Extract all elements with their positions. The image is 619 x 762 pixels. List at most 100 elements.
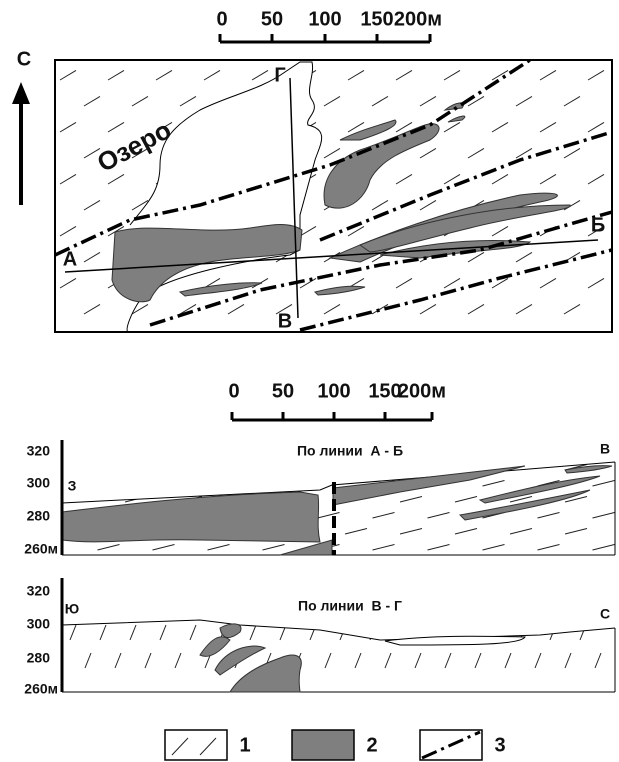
legend-label: 2 xyxy=(366,734,377,756)
y-tick-label: 320 xyxy=(27,443,51,459)
hatch-stroke xyxy=(454,496,478,503)
hatch-stroke xyxy=(372,512,395,519)
hatch-stroke xyxy=(179,464,203,471)
hatch-stroke xyxy=(427,544,450,551)
ore-body xyxy=(178,282,263,297)
hatch-stroke xyxy=(515,95,533,107)
hatch-stroke xyxy=(354,652,362,669)
scale-label: 0 xyxy=(228,380,239,402)
section-end: В xyxy=(600,441,610,457)
hatch-stroke xyxy=(414,652,422,669)
hatch-stroke xyxy=(234,464,258,471)
fault-line xyxy=(55,60,531,257)
scale-label: 200м xyxy=(398,380,446,402)
hatch-stroke xyxy=(131,199,149,211)
lake-fill xyxy=(384,635,526,646)
section-end: Ю xyxy=(65,601,79,617)
hatch-stroke xyxy=(339,624,347,641)
hatch-stroke xyxy=(549,624,557,641)
hatch-stroke xyxy=(515,147,533,159)
section xyxy=(60,578,616,693)
hatch-stroke xyxy=(491,277,509,289)
hatch-stroke xyxy=(395,173,413,185)
hatch-stroke xyxy=(563,303,581,315)
hatch-stroke xyxy=(592,512,615,519)
hatch-stroke xyxy=(579,624,587,641)
y-tick-label: 280 xyxy=(27,650,51,666)
hatch-stroke xyxy=(227,303,245,315)
hatch-stroke xyxy=(317,480,340,487)
hatch-stroke xyxy=(587,173,605,185)
ore-body xyxy=(61,491,321,543)
hatch-stroke xyxy=(467,95,485,107)
hatch-stroke xyxy=(203,69,221,81)
hatch-stroke xyxy=(152,544,175,551)
hatch-stroke xyxy=(587,277,605,289)
hatch-stroke xyxy=(155,69,173,81)
hatch-stroke xyxy=(107,121,125,133)
ore-body xyxy=(314,285,366,296)
hatch-stroke xyxy=(344,528,368,535)
hatch-stroke xyxy=(482,544,505,551)
hatch-stroke xyxy=(299,277,317,289)
hatch-stroke xyxy=(83,147,101,159)
ore-body xyxy=(358,204,571,253)
hatch-stroke xyxy=(289,464,313,471)
hatch-stroke xyxy=(467,147,485,159)
point-label: Г xyxy=(274,64,285,86)
ore-body xyxy=(229,654,302,693)
section-line xyxy=(64,239,599,273)
hatch-stroke xyxy=(309,624,317,641)
fault-line xyxy=(319,130,612,242)
hatch-stroke xyxy=(539,173,557,185)
y-tick-label: 320 xyxy=(27,583,51,599)
y-tick-label: 260м xyxy=(24,681,58,697)
hatch-stroke xyxy=(537,544,560,551)
hatch-stroke xyxy=(399,528,423,535)
hatch-stroke xyxy=(537,512,560,519)
map-scale xyxy=(218,34,432,44)
hatch-stroke xyxy=(131,147,149,159)
hatch-stroke xyxy=(491,173,509,185)
hatch-stroke xyxy=(515,303,533,315)
hatch-stroke xyxy=(587,225,605,237)
ore-body xyxy=(323,123,440,209)
hatch-stroke xyxy=(384,652,392,669)
hatch-stroke xyxy=(69,624,77,641)
hatch-stroke xyxy=(515,251,533,263)
y-tick-label: 260м xyxy=(24,541,58,557)
hatch-stroke xyxy=(275,303,293,315)
hatch-stroke xyxy=(564,528,588,535)
legend-hatch xyxy=(171,737,189,756)
hatch-stroke xyxy=(419,147,437,159)
hatch-stroke xyxy=(97,544,120,551)
hatch-stroke xyxy=(144,652,152,669)
hatch-stroke xyxy=(155,121,173,133)
hatch-stroke xyxy=(131,303,149,315)
north-label: С xyxy=(17,48,31,70)
hatch-stroke xyxy=(83,199,101,211)
hatch-stroke xyxy=(83,303,101,315)
hatch-stroke xyxy=(83,95,101,107)
hatch-stroke xyxy=(592,480,615,487)
y-tick-label: 280 xyxy=(27,508,51,524)
hatch-stroke xyxy=(251,69,269,81)
fault-line xyxy=(299,248,612,332)
ore-body xyxy=(214,645,267,676)
section-title: По линии В - Г xyxy=(298,598,402,614)
hatch-stroke xyxy=(179,303,197,315)
hatch-stroke xyxy=(509,528,533,535)
ore-body xyxy=(339,119,397,141)
hatch-stroke xyxy=(587,121,605,133)
ore-body xyxy=(199,636,231,657)
hatch-stroke xyxy=(107,173,125,185)
hatch-stroke xyxy=(207,544,230,551)
hatch-stroke xyxy=(443,121,461,133)
hatch-stroke xyxy=(369,624,377,641)
hatch-stroke xyxy=(467,251,485,263)
hatch-stroke xyxy=(59,69,77,81)
hatch-stroke xyxy=(83,251,101,263)
scale-label: 200м xyxy=(394,8,442,30)
hatch-stroke xyxy=(59,225,77,237)
hatch-stroke xyxy=(347,69,365,81)
